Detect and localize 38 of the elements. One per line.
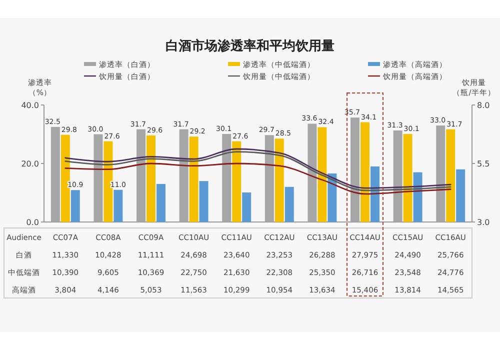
y-tick-label: 0.0: [26, 218, 39, 227]
bar: [50, 126, 60, 222]
bar: [274, 138, 284, 222]
y2-tick-label: 3.0: [477, 218, 490, 227]
bar: [436, 125, 446, 222]
bar: [179, 129, 188, 222]
bar: [114, 190, 123, 222]
y2-tick-label: 5.5: [477, 160, 490, 168]
y-tick-label: 40.0: [21, 101, 39, 110]
bar: [232, 141, 242, 222]
bar: [308, 124, 317, 222]
bar: [199, 181, 208, 222]
y2-tick-label: 8.0: [477, 101, 490, 110]
bar: [393, 130, 402, 222]
bar: [156, 184, 166, 222]
bar: [360, 122, 370, 222]
bar: [264, 135, 274, 222]
bar: [189, 136, 198, 222]
bar: [446, 129, 456, 222]
bar: [456, 169, 466, 222]
y-tick-label: 20.0: [21, 160, 39, 168]
bar: [413, 172, 422, 222]
chart-title: 白酒市场渗透率和平均饮用量: [166, 38, 334, 54]
bar: [222, 134, 232, 222]
bar: [94, 134, 103, 222]
line-series: [64, 162, 452, 195]
bar: [370, 166, 380, 222]
bar: [328, 173, 337, 222]
bar: [60, 134, 70, 222]
bar: [242, 192, 252, 222]
bar: [350, 118, 360, 222]
bar: [284, 186, 294, 222]
bar: [136, 129, 146, 222]
bar: [318, 127, 327, 222]
bar: [403, 134, 412, 222]
bar: [146, 135, 156, 222]
bar: [70, 190, 80, 222]
bar: [104, 141, 113, 222]
